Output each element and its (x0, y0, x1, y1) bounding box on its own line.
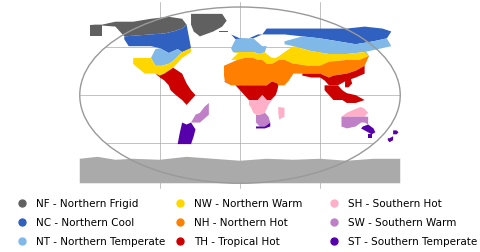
Polygon shape (345, 78, 352, 88)
Polygon shape (90, 25, 102, 37)
Polygon shape (278, 107, 285, 120)
Polygon shape (182, 96, 209, 125)
Polygon shape (356, 53, 369, 65)
Polygon shape (80, 157, 400, 183)
Polygon shape (368, 135, 372, 139)
Polygon shape (388, 137, 393, 143)
Polygon shape (191, 15, 227, 37)
Polygon shape (133, 49, 191, 76)
Text: NF - Northern Frigid: NF - Northern Frigid (36, 198, 138, 208)
Polygon shape (307, 52, 369, 62)
Polygon shape (289, 57, 369, 81)
Text: SW - Southern Warm: SW - Southern Warm (348, 217, 456, 227)
Polygon shape (151, 49, 182, 67)
Text: NC - Northern Cool: NC - Northern Cool (36, 217, 134, 227)
Polygon shape (393, 131, 398, 135)
Polygon shape (341, 117, 368, 129)
Polygon shape (324, 86, 365, 104)
Polygon shape (256, 123, 270, 129)
Polygon shape (124, 25, 191, 54)
Polygon shape (231, 39, 267, 55)
Polygon shape (341, 107, 368, 117)
Polygon shape (218, 32, 228, 33)
Polygon shape (256, 113, 270, 127)
Polygon shape (224, 59, 307, 86)
Polygon shape (361, 125, 375, 135)
Polygon shape (285, 37, 391, 55)
Polygon shape (90, 18, 187, 37)
Text: ST - Southern Temperate: ST - Southern Temperate (348, 236, 477, 246)
Polygon shape (249, 86, 278, 115)
Polygon shape (302, 67, 365, 86)
Text: NW - Northern Warm: NW - Northern Warm (194, 198, 303, 208)
Polygon shape (178, 123, 195, 145)
Polygon shape (231, 47, 338, 67)
Polygon shape (224, 82, 278, 101)
Text: TH - Tropical Hot: TH - Tropical Hot (194, 236, 280, 246)
Polygon shape (156, 69, 173, 78)
Text: NT - Northern Temperate: NT - Northern Temperate (36, 236, 165, 246)
Text: NH - Northern Hot: NH - Northern Hot (194, 217, 288, 227)
Text: SH - Southern Hot: SH - Southern Hot (348, 198, 442, 208)
Polygon shape (231, 27, 391, 45)
Polygon shape (160, 69, 195, 106)
